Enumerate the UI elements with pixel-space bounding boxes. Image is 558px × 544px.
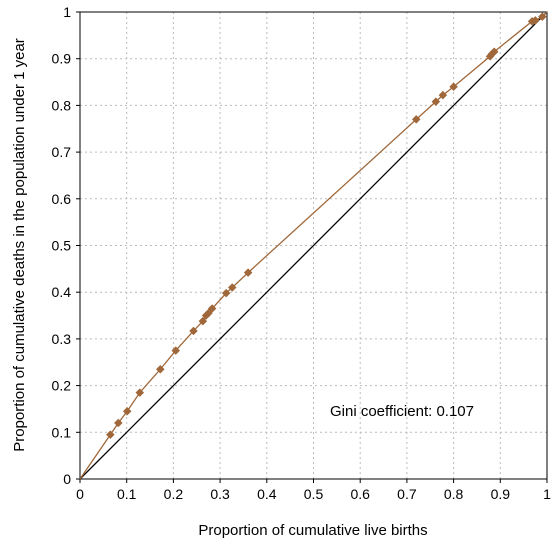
x-tick-label: 0.2 [164,486,184,502]
data-point-marker [227,283,237,292]
data-point-marker [489,47,499,57]
data-point-marker [113,418,123,428]
curve-markers [106,12,547,439]
data-point-marker [106,430,115,439]
data-point-marker [221,288,231,298]
x-tick-label: 0.6 [350,486,370,502]
data-point-marker [438,90,448,100]
data-point-marker [171,346,181,355]
data-point-marker [122,406,132,416]
x-tick-label: 0.9 [491,486,511,502]
x-tick-label: 0 [76,486,84,502]
x-tick-label: 0.5 [304,486,324,502]
x-tick-label: 0.3 [210,486,230,502]
equality-line [79,11,548,480]
data-point-marker [155,364,165,374]
x-tick-label: 0.8 [444,486,464,502]
y-tick-label: 0.9 [52,51,72,67]
y-tick-label: 0.2 [52,378,72,394]
data-point-marker [530,16,540,25]
x-axis-title: Proportion of cumulative live births [198,522,427,539]
data-point-marker [207,304,217,313]
data-point-marker [431,97,441,107]
data-point-marker [189,326,198,336]
y-axis: 0 0.1 0.2 0.3 0.4 0.5 0.6 0.7 0.8 0.9 1 [52,4,80,487]
data-point-marker [537,12,547,22]
y-tick-label: 0.3 [52,331,72,347]
y-tick-label: 0.5 [52,238,72,254]
data-point-marker [135,388,145,397]
y-tick-label: 0.6 [52,191,72,207]
y-tick-label: 1 [63,4,71,20]
x-tick-label: 0.4 [257,486,277,502]
data-point-marker [449,82,458,92]
data-point-marker [411,115,421,124]
y-tick-label: 0.4 [52,284,72,300]
data-point-marker [204,308,213,318]
gini-annotation: Gini coefficient: 0.107 [330,403,474,420]
data-point-marker [243,268,253,277]
y-tick-label: 0.7 [52,144,72,160]
x-tick-label: 0.1 [117,486,137,502]
x-tick-label: 1 [543,486,551,502]
y-tick-label: 0 [63,471,71,487]
y-tick-label: 0.1 [52,424,72,440]
x-axis: 0 0.1 0.2 0.3 0.4 0.5 0.6 0.7 0.8 0.9 1 [76,479,551,502]
data-point-marker [198,316,208,326]
y-axis-title: Proportion of cumulative deaths in the p… [11,38,28,452]
y-tick-label: 0.8 [52,97,72,113]
x-tick-label: 0.7 [397,486,417,502]
